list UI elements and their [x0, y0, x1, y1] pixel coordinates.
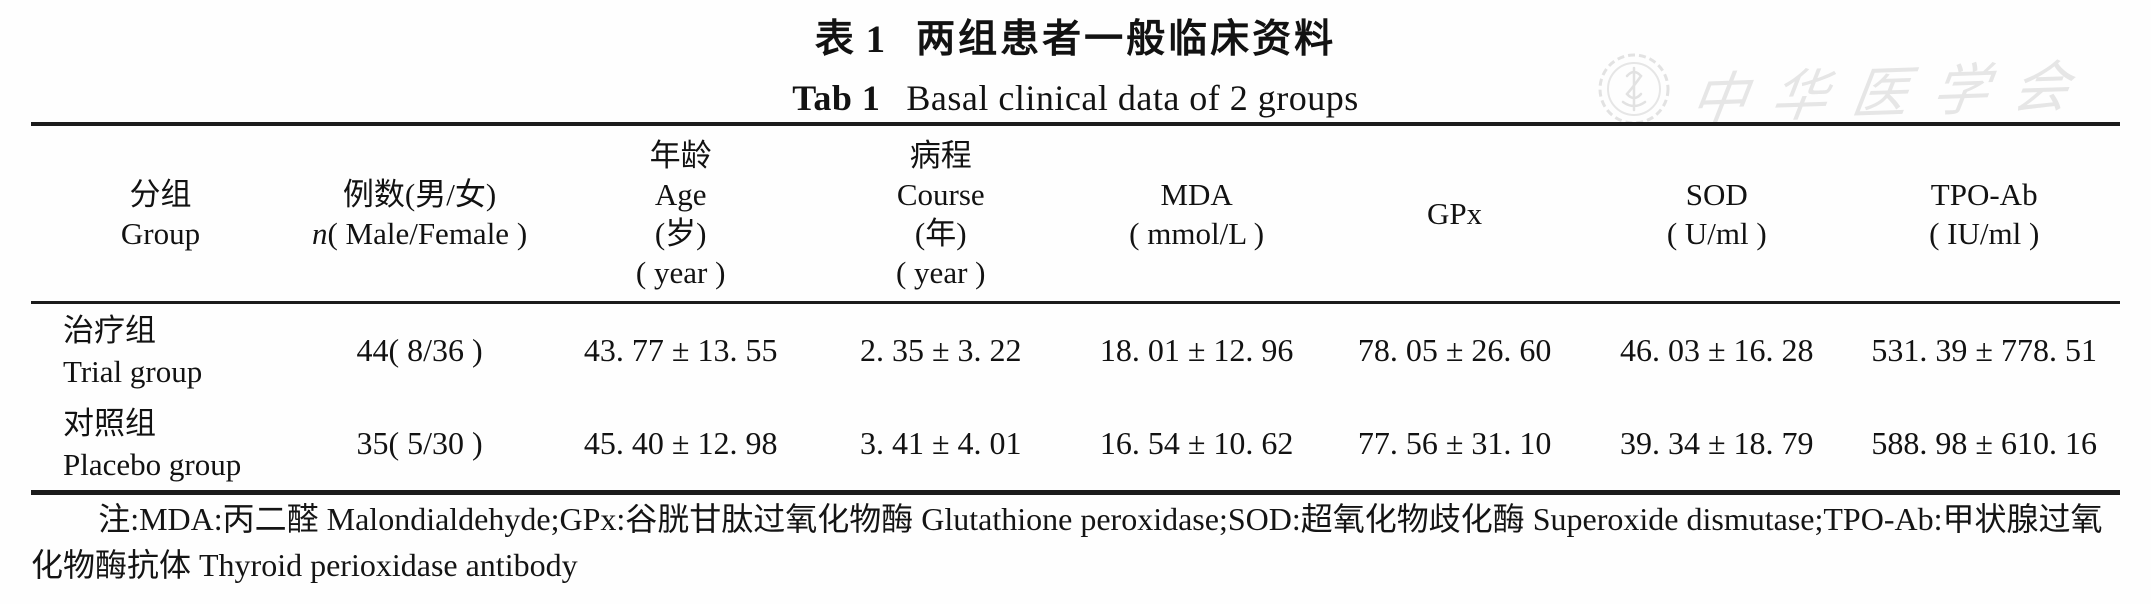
cell-mda: 16. 54 ± 10. 62 [1099, 425, 1294, 461]
cell-n: 44( 8/36 ) [356, 332, 483, 368]
cell-sod: 39. 34 ± 18. 79 [1619, 425, 1814, 461]
table-title-block: 表 1 两组患者一般临床资料 Tab 1 Basal clinical data o… [31, 16, 2120, 120]
header-age: 年龄 Age (岁) ( year ) [549, 124, 813, 304]
header-course: 病程 Course (年) ( year ) [812, 124, 1070, 304]
header-sod: SOD ( U/ml ) [1585, 124, 1849, 304]
cell-tpoab: 531. 39 ± 778. 51 [1871, 332, 2097, 368]
table-row-placebo-group: 对照组 Placebo group 35( 5/30 ) 45. 40 ± 12… [31, 397, 2120, 493]
table-number-zh: 表 1 [814, 18, 887, 61]
cell-course: 2. 35 ± 3. 22 [859, 332, 1022, 368]
table-title-zh: 表 1 两组患者一般临床资料 [31, 16, 2120, 64]
header-n-zh: 例数(男/女) [342, 176, 497, 212]
cell-group-name: 对照组 Placebo group [31, 397, 290, 493]
cell-gpx: 78. 05 ± 26. 60 [1357, 332, 1552, 368]
header-group: 分组 Group [31, 124, 291, 304]
header-n-en: n( Male/Female ) [290, 214, 549, 253]
table-row-trial-group: 治疗组 Trial group 44( 8/36 ) 43. 77 ± 13. … [31, 303, 2120, 398]
table-title-en-text: Basal clinical data of 2 groups [906, 78, 1359, 118]
header-group-zh: 分组 [129, 176, 192, 212]
header-n-rest: ( Male/Female ) [327, 215, 528, 251]
header-group-en: Group [120, 215, 201, 251]
group-en: Placebo group [63, 446, 242, 482]
group-en: Trial group [63, 353, 203, 389]
header-n: 例数(男/女) n( Male/Female ) [290, 124, 550, 304]
cell-gpx: 77. 56 ± 31. 10 [1357, 425, 1552, 461]
table-title-en: Tab 1 Basal clinical data of 2 groups [31, 76, 2120, 120]
cell-mda: 18. 01 ± 12. 96 [1099, 332, 1294, 368]
header-mda: MDA ( mmol/L ) [1069, 124, 1325, 304]
cell-group-name: 治疗组 Trial group [31, 303, 290, 398]
table-body: 治疗组 Trial group 44( 8/36 ) 43. 77 ± 13. … [31, 303, 2120, 493]
header-tpoab: TPO-Ab ( IU/ml ) [1848, 124, 2120, 304]
group-zh: 对照组 [63, 405, 156, 441]
cell-course: 3. 41 ± 4. 01 [859, 425, 1022, 461]
table-title-zh-text: 两组患者一般临床资料 [916, 18, 1337, 61]
cell-age: 45. 40 ± 12. 98 [583, 425, 778, 461]
table-footnote: 注:MDA:丙二醛 Malondialdehyde;GPx:谷胱甘肽过氧化物酶 … [31, 501, 2103, 583]
table-header: 分组 Group 例数(男/女) n( Male/Female ) 年龄 Age… [31, 124, 2120, 304]
clinical-data-table: 分组 Group 例数(男/女) n( Male/Female ) 年龄 Age… [31, 122, 2120, 495]
cell-sod: 46. 03 ± 16. 28 [1619, 332, 1814, 368]
table-number-en: Tab 1 [792, 78, 881, 118]
header-n-symbol: n [311, 215, 328, 251]
header-gpx: GPx [1324, 124, 1586, 304]
header-row: 分组 Group 例数(男/女) n( Male/Female ) 年龄 Age… [31, 124, 2120, 304]
cell-tpoab: 588. 98 ± 610. 16 [1871, 425, 2097, 461]
cell-n: 35( 5/30 ) [356, 425, 483, 461]
group-zh: 治疗组 [63, 312, 156, 348]
cell-age: 43. 77 ± 13. 55 [583, 332, 778, 368]
